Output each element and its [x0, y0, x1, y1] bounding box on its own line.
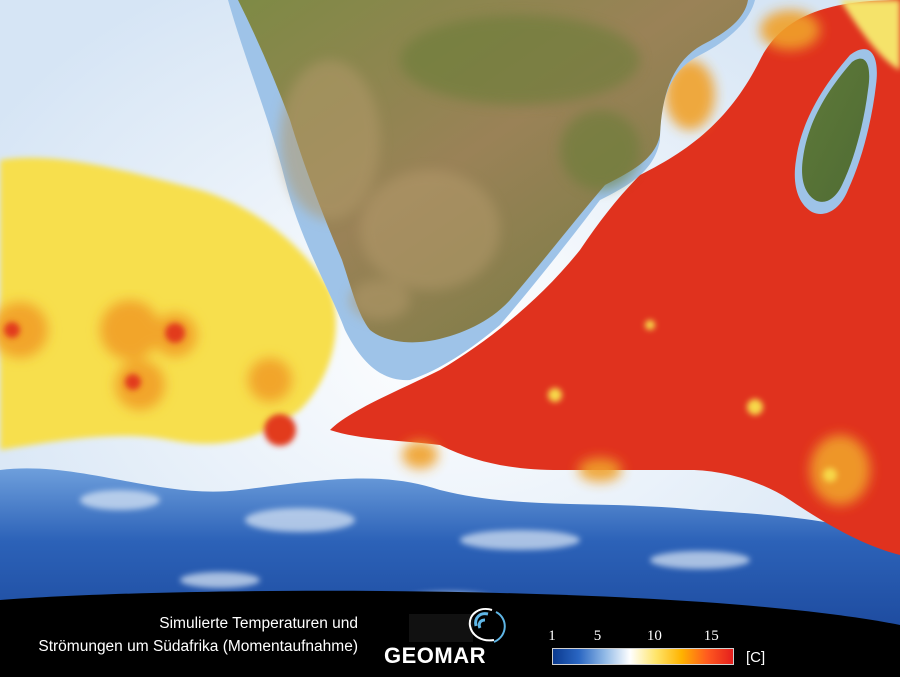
temperature-colorbar: 1 5 10 15 [C]	[548, 628, 798, 673]
colorbar-tick: 10	[646, 628, 662, 644]
vegetated-land-tones	[400, 15, 640, 190]
colorbar-gradient	[552, 648, 734, 665]
madagascar-land	[802, 58, 870, 202]
warm-cores-atlantic	[4, 322, 296, 446]
arid-land-tones	[280, 60, 500, 320]
caption-line-2: Strömungen um Südafrika (Momentaufnahme)	[38, 638, 358, 655]
eddy-cores-indian	[548, 320, 837, 482]
map-caption: Simulierte Temperaturen und Strömungen u…	[0, 612, 358, 658]
geomar-logo: GEOMAR	[384, 606, 524, 670]
colorbar-tick: 1	[548, 628, 556, 644]
wave-swirl-icon	[409, 608, 506, 643]
colorbar-unit: [C]	[746, 649, 766, 666]
caption-line-1: Simulierte Temperaturen und	[159, 615, 358, 632]
colorbar-tick: 5	[593, 628, 602, 644]
moderate-north-water	[840, 0, 900, 70]
colorbar-tick: 15	[703, 628, 719, 644]
agulhas-edge-eddies	[402, 10, 870, 505]
logo-wordmark: GEOMAR	[384, 643, 486, 668]
warm-indian-ocean-agulhas	[330, 0, 900, 555]
